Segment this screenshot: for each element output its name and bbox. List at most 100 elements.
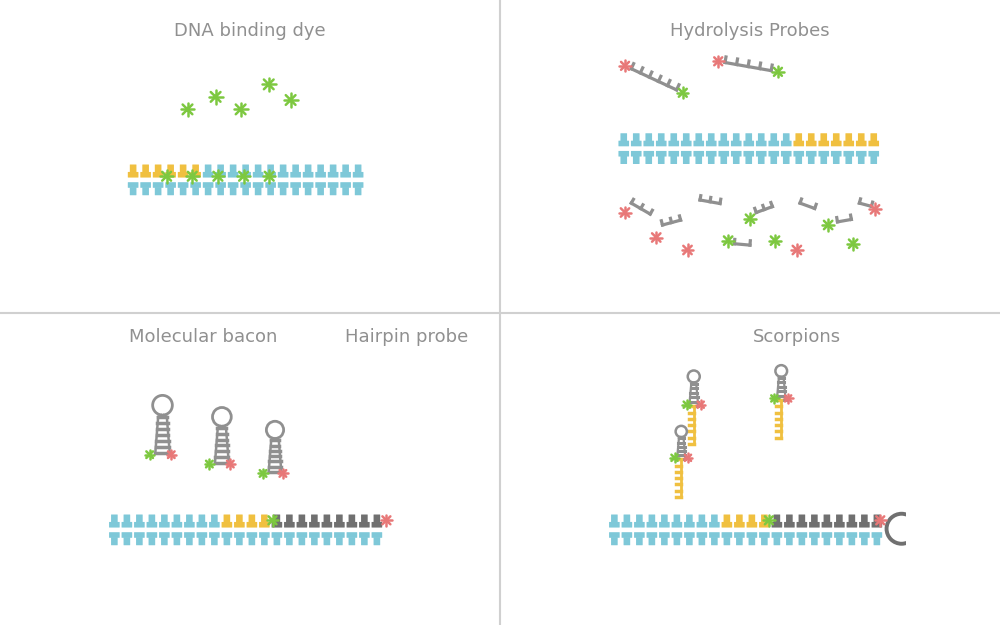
FancyBboxPatch shape: [340, 182, 351, 188]
FancyBboxPatch shape: [330, 164, 336, 172]
FancyBboxPatch shape: [661, 514, 668, 522]
Circle shape: [267, 174, 272, 179]
FancyBboxPatch shape: [872, 532, 882, 538]
FancyBboxPatch shape: [217, 164, 224, 172]
FancyBboxPatch shape: [668, 151, 679, 156]
FancyBboxPatch shape: [111, 537, 118, 545]
FancyBboxPatch shape: [818, 151, 829, 156]
Circle shape: [238, 107, 243, 112]
FancyBboxPatch shape: [349, 537, 355, 545]
FancyBboxPatch shape: [697, 522, 707, 528]
FancyBboxPatch shape: [230, 188, 236, 195]
FancyBboxPatch shape: [759, 522, 770, 528]
FancyBboxPatch shape: [849, 537, 855, 545]
FancyBboxPatch shape: [342, 164, 349, 172]
Text: Hairpin probe: Hairpin probe: [345, 328, 468, 346]
FancyBboxPatch shape: [340, 172, 351, 177]
FancyBboxPatch shape: [622, 522, 632, 528]
Circle shape: [726, 238, 730, 243]
FancyBboxPatch shape: [242, 164, 249, 172]
FancyBboxPatch shape: [661, 537, 668, 545]
FancyBboxPatch shape: [178, 182, 188, 188]
FancyBboxPatch shape: [643, 141, 654, 146]
FancyBboxPatch shape: [286, 514, 293, 522]
FancyBboxPatch shape: [618, 141, 629, 146]
FancyBboxPatch shape: [228, 172, 238, 177]
FancyBboxPatch shape: [347, 522, 357, 528]
Circle shape: [773, 238, 777, 243]
FancyBboxPatch shape: [747, 522, 757, 528]
FancyBboxPatch shape: [845, 156, 852, 164]
FancyBboxPatch shape: [870, 156, 877, 164]
FancyBboxPatch shape: [178, 172, 188, 177]
FancyBboxPatch shape: [811, 537, 818, 545]
FancyBboxPatch shape: [167, 164, 174, 172]
FancyBboxPatch shape: [634, 522, 645, 528]
FancyBboxPatch shape: [174, 537, 180, 545]
FancyBboxPatch shape: [799, 537, 805, 545]
Circle shape: [623, 210, 627, 215]
FancyBboxPatch shape: [870, 133, 877, 141]
FancyBboxPatch shape: [265, 172, 276, 177]
FancyBboxPatch shape: [142, 188, 149, 195]
FancyBboxPatch shape: [861, 514, 868, 522]
FancyBboxPatch shape: [631, 151, 642, 156]
FancyBboxPatch shape: [190, 172, 201, 177]
FancyBboxPatch shape: [636, 537, 643, 545]
FancyBboxPatch shape: [706, 151, 717, 156]
FancyBboxPatch shape: [668, 141, 679, 146]
FancyBboxPatch shape: [797, 522, 807, 528]
FancyBboxPatch shape: [731, 151, 742, 156]
FancyBboxPatch shape: [261, 514, 268, 522]
FancyBboxPatch shape: [374, 514, 380, 522]
FancyBboxPatch shape: [359, 532, 370, 538]
FancyBboxPatch shape: [322, 522, 332, 528]
FancyBboxPatch shape: [706, 141, 717, 146]
FancyBboxPatch shape: [861, 537, 868, 545]
FancyBboxPatch shape: [184, 532, 195, 538]
FancyBboxPatch shape: [124, 514, 130, 522]
FancyBboxPatch shape: [745, 133, 752, 141]
FancyBboxPatch shape: [609, 522, 620, 528]
FancyBboxPatch shape: [797, 532, 807, 538]
FancyBboxPatch shape: [286, 537, 293, 545]
FancyBboxPatch shape: [670, 156, 677, 164]
Circle shape: [208, 462, 211, 466]
FancyBboxPatch shape: [770, 133, 777, 141]
FancyBboxPatch shape: [280, 164, 286, 172]
FancyBboxPatch shape: [820, 156, 827, 164]
FancyBboxPatch shape: [284, 532, 295, 538]
Circle shape: [270, 518, 275, 522]
FancyBboxPatch shape: [745, 156, 752, 164]
FancyBboxPatch shape: [809, 532, 820, 538]
FancyBboxPatch shape: [609, 532, 620, 538]
FancyBboxPatch shape: [184, 522, 195, 528]
FancyBboxPatch shape: [159, 532, 170, 538]
FancyBboxPatch shape: [859, 522, 870, 528]
FancyBboxPatch shape: [240, 182, 251, 188]
FancyBboxPatch shape: [161, 537, 168, 545]
FancyBboxPatch shape: [834, 532, 845, 538]
FancyBboxPatch shape: [305, 164, 311, 172]
FancyBboxPatch shape: [722, 532, 732, 538]
FancyBboxPatch shape: [749, 537, 755, 545]
FancyBboxPatch shape: [868, 141, 879, 146]
FancyBboxPatch shape: [192, 188, 199, 195]
FancyBboxPatch shape: [228, 182, 238, 188]
FancyBboxPatch shape: [311, 537, 318, 545]
FancyBboxPatch shape: [122, 522, 132, 528]
FancyBboxPatch shape: [684, 532, 695, 538]
FancyBboxPatch shape: [834, 522, 845, 528]
FancyBboxPatch shape: [808, 156, 815, 164]
Text: Hydrolysis Probes: Hydrolysis Probes: [670, 22, 830, 40]
FancyBboxPatch shape: [359, 522, 370, 528]
FancyBboxPatch shape: [781, 151, 792, 156]
FancyBboxPatch shape: [230, 164, 236, 172]
FancyBboxPatch shape: [186, 514, 193, 522]
FancyBboxPatch shape: [155, 164, 161, 172]
FancyBboxPatch shape: [199, 514, 205, 522]
FancyBboxPatch shape: [274, 514, 280, 522]
FancyBboxPatch shape: [265, 182, 276, 188]
FancyBboxPatch shape: [153, 172, 163, 177]
FancyBboxPatch shape: [324, 514, 330, 522]
